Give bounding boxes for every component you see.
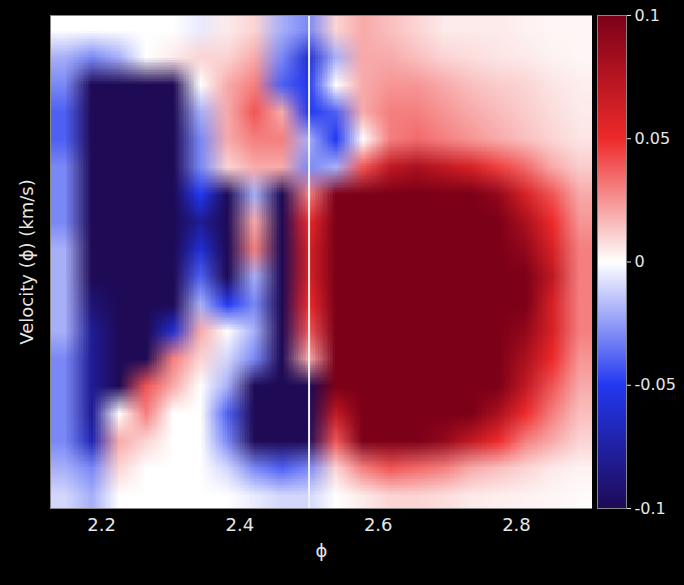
svg-text:Velocity (ϕ) (km/s): Velocity (ϕ) (km/s): [16, 179, 37, 344]
svg-text:0.05: 0.05: [635, 129, 671, 148]
svg-text:2.8: 2.8: [502, 514, 531, 535]
svg-text:-0.05: -0.05: [635, 375, 676, 394]
svg-text:ϕ: ϕ: [316, 540, 328, 561]
svg-text:2.4: 2.4: [226, 514, 255, 535]
svg-text:2.6: 2.6: [364, 514, 393, 535]
svg-text:2.2: 2.2: [87, 514, 116, 535]
svg-text:-0.1: -0.1: [635, 499, 666, 518]
svg-text:0: 0: [635, 252, 645, 271]
svg-text:0.1: 0.1: [635, 6, 660, 25]
